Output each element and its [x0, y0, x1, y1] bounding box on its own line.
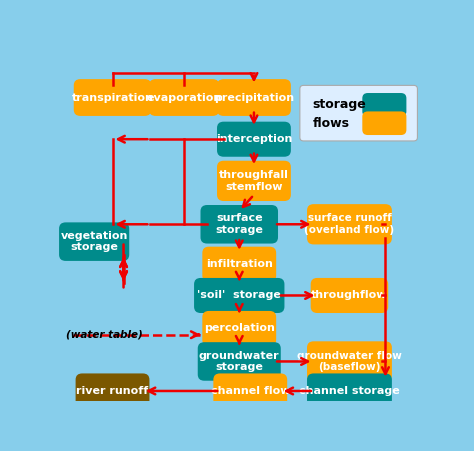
- FancyBboxPatch shape: [217, 122, 291, 157]
- Text: interception: interception: [216, 134, 292, 144]
- FancyBboxPatch shape: [202, 247, 276, 282]
- Text: evaporation: evaporation: [146, 92, 222, 102]
- Text: 'soil'  storage: 'soil' storage: [197, 290, 281, 300]
- FancyBboxPatch shape: [362, 93, 406, 117]
- Text: storage: storage: [313, 98, 366, 111]
- Text: throughfall
stemflow: throughfall stemflow: [219, 170, 289, 192]
- FancyBboxPatch shape: [149, 79, 219, 116]
- Text: flows: flows: [313, 117, 350, 130]
- Text: vegetation
storage: vegetation storage: [61, 231, 128, 253]
- Text: groundwater
storage: groundwater storage: [199, 351, 280, 372]
- Text: channel storage: channel storage: [299, 386, 400, 396]
- FancyBboxPatch shape: [217, 161, 291, 201]
- Text: surface
storage: surface storage: [215, 213, 263, 235]
- FancyBboxPatch shape: [201, 205, 278, 244]
- FancyBboxPatch shape: [307, 373, 392, 409]
- FancyBboxPatch shape: [362, 111, 406, 135]
- FancyBboxPatch shape: [307, 341, 392, 382]
- Text: transpiration: transpiration: [72, 92, 154, 102]
- Text: infiltration: infiltration: [206, 259, 273, 269]
- Text: throughflow: throughflow: [311, 290, 388, 300]
- Text: groundwater flow
(baseflow): groundwater flow (baseflow): [297, 351, 402, 372]
- Text: river runoff: river runoff: [76, 386, 149, 396]
- FancyBboxPatch shape: [307, 204, 392, 244]
- FancyBboxPatch shape: [202, 311, 276, 346]
- FancyBboxPatch shape: [217, 79, 291, 116]
- Text: channel flow: channel flow: [210, 386, 290, 396]
- FancyBboxPatch shape: [74, 79, 151, 116]
- Text: percolation: percolation: [204, 323, 275, 333]
- Text: precipitation: precipitation: [214, 92, 294, 102]
- FancyBboxPatch shape: [198, 342, 281, 381]
- FancyBboxPatch shape: [194, 278, 284, 313]
- Text: (water table): (water table): [66, 330, 143, 340]
- FancyBboxPatch shape: [310, 278, 388, 313]
- Text: surface runoff
(overland flow): surface runoff (overland flow): [304, 213, 394, 235]
- FancyBboxPatch shape: [59, 222, 129, 261]
- FancyBboxPatch shape: [300, 85, 418, 141]
- FancyBboxPatch shape: [213, 373, 287, 409]
- FancyBboxPatch shape: [75, 373, 149, 409]
